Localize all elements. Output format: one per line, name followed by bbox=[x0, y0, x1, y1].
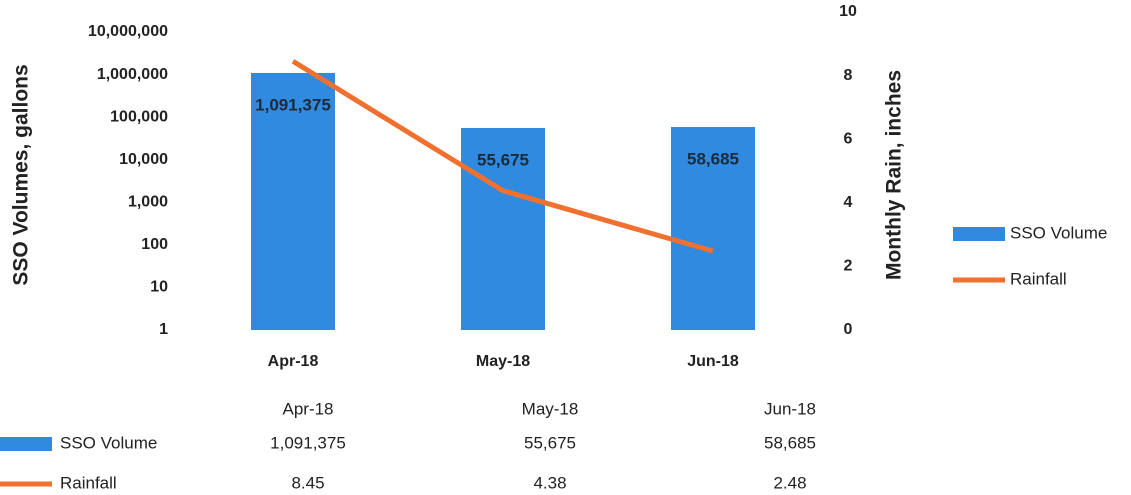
bar bbox=[251, 72, 335, 330]
x-tick-label: May-18 bbox=[476, 353, 530, 370]
bar-value-label: 1,091,375 bbox=[255, 95, 331, 114]
y-tick-label: 100 bbox=[141, 236, 168, 253]
y-tick-label: 1,000 bbox=[128, 194, 168, 211]
legend-swatch bbox=[953, 227, 1005, 241]
x-tick-label: Apr-18 bbox=[268, 353, 319, 370]
y-tick-label: 1,000,000 bbox=[97, 66, 168, 83]
table-header: Apr-18 bbox=[282, 399, 333, 418]
table-swatch bbox=[0, 437, 52, 451]
x-tick-label: Jun-18 bbox=[687, 353, 739, 370]
y2-tick-label: 0 bbox=[844, 321, 853, 338]
bar-value-label: 55,675 bbox=[477, 150, 529, 169]
y2-tick-label: 4 bbox=[844, 194, 853, 211]
bar-value-label: 58,685 bbox=[687, 149, 739, 168]
legend-label: SSO Volume bbox=[1010, 223, 1107, 242]
bar bbox=[671, 126, 755, 331]
y-axis-title: SSO Volumes, gallons bbox=[10, 64, 33, 285]
y-tick-label: 10,000 bbox=[119, 151, 168, 168]
table-cell: 8.45 bbox=[291, 473, 324, 492]
y2-tick-label: 2 bbox=[844, 258, 853, 275]
y-tick-label: 10,000,000 bbox=[88, 23, 168, 40]
bar bbox=[461, 127, 545, 331]
table-cell: 1,091,375 bbox=[270, 433, 346, 452]
y-tick-label: 1 bbox=[159, 321, 168, 338]
table-header: Jun-18 bbox=[764, 399, 816, 418]
y-tick-label: 10 bbox=[150, 279, 168, 296]
y-tick-label: 100,000 bbox=[110, 108, 168, 125]
y2-axis-title: Monthly Rain, inches bbox=[883, 70, 906, 280]
table-row-label: Rainfall bbox=[60, 473, 117, 492]
table-header: May-18 bbox=[522, 399, 579, 418]
y2-tick-label: 10 bbox=[839, 3, 857, 20]
table-cell: 2.48 bbox=[773, 473, 806, 492]
y2-tick-label: 6 bbox=[844, 130, 853, 147]
line bbox=[291, 59, 714, 254]
table-cell: 58,685 bbox=[764, 433, 816, 452]
table-row-label: SSO Volume bbox=[60, 433, 157, 452]
table-cell: 55,675 bbox=[524, 433, 576, 452]
legend-label: Rainfall bbox=[1010, 269, 1067, 288]
y2-tick-label: 8 bbox=[844, 67, 853, 84]
table-cell: 4.38 bbox=[533, 473, 566, 492]
